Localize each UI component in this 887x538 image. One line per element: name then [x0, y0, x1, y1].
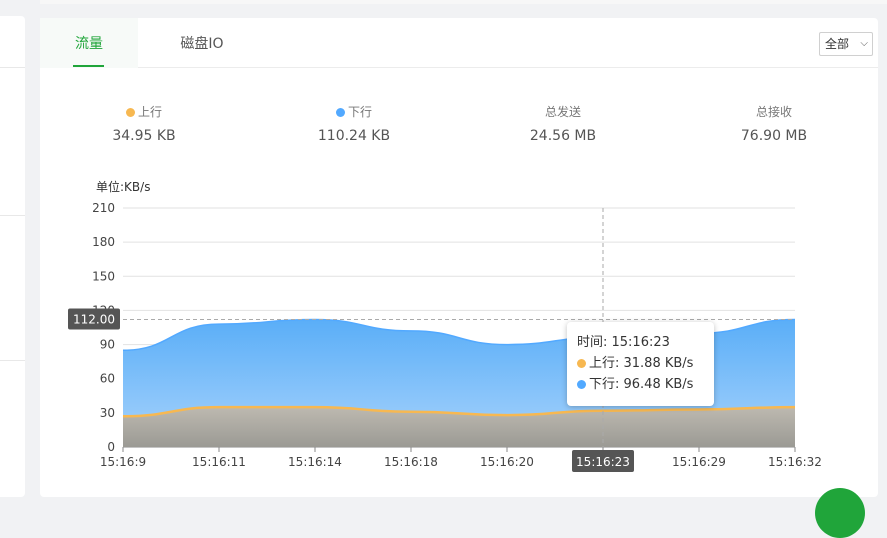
stat-total-sent-label: 总发送	[544, 105, 581, 119]
stat-download: 下行 110.24 KB	[284, 104, 424, 144]
tab-traffic-label: 流量	[75, 36, 103, 52]
stat-upload-label: 上行	[74, 104, 214, 120]
tab-bar: 流量 磁盘IO 全部 ⌵	[40, 18, 878, 68]
upload-dot-icon	[577, 359, 586, 368]
float-action-button[interactable]	[815, 488, 865, 538]
tab-traffic[interactable]: 流量	[40, 18, 138, 68]
tab-disk-io-label: 磁盘IO	[180, 36, 224, 52]
tooltip-time: 时间: 15:16:23	[577, 335, 670, 350]
left-panel	[0, 16, 25, 497]
top-bar	[40, 0, 887, 4]
left-divider	[0, 67, 25, 68]
chevron-down-icon: ⌵	[860, 38, 868, 49]
stat-total-received-label: 总接收	[755, 105, 792, 119]
stat-total-sent-value: 24.56 MB	[529, 128, 597, 144]
active-tab-underline	[73, 65, 104, 67]
stat-total-received: 总接收 76.90 MB	[704, 104, 844, 144]
stat-total-sent: 总发送 24.56 MB	[493, 104, 633, 144]
chart-tooltip: 时间: 15:16:23 上行: 31.88 KB/s 下行: 96.48 KB…	[567, 322, 714, 406]
interface-select[interactable]: 全部 ⌵	[819, 32, 873, 56]
chart-unit-label: 单位:KB/s	[96, 180, 151, 194]
interface-select-value: 全部	[825, 37, 850, 51]
left-divider	[0, 215, 25, 216]
stat-download-value: 110.24 KB	[317, 128, 391, 144]
network-card: 流量 磁盘IO 全部 ⌵ 上行 34.95 KB 下行 110.24 KB 总发…	[40, 18, 878, 497]
tab-disk-io[interactable]: 磁盘IO	[152, 18, 252, 68]
stat-download-label: 下行	[284, 104, 424, 120]
stat-upload-value: 34.95 KB	[112, 128, 176, 144]
left-divider	[0, 360, 25, 361]
tooltip-upload: 上行: 31.88 KB/s	[577, 353, 704, 374]
upload-dot-icon	[125, 108, 135, 117]
download-dot-icon	[335, 108, 345, 117]
download-dot-icon	[577, 380, 586, 389]
stat-total-received-value: 76.90 MB	[740, 128, 808, 144]
tooltip-download: 下行: 96.48 KB/s	[577, 374, 704, 395]
stat-upload: 上行 34.95 KB	[74, 104, 214, 144]
